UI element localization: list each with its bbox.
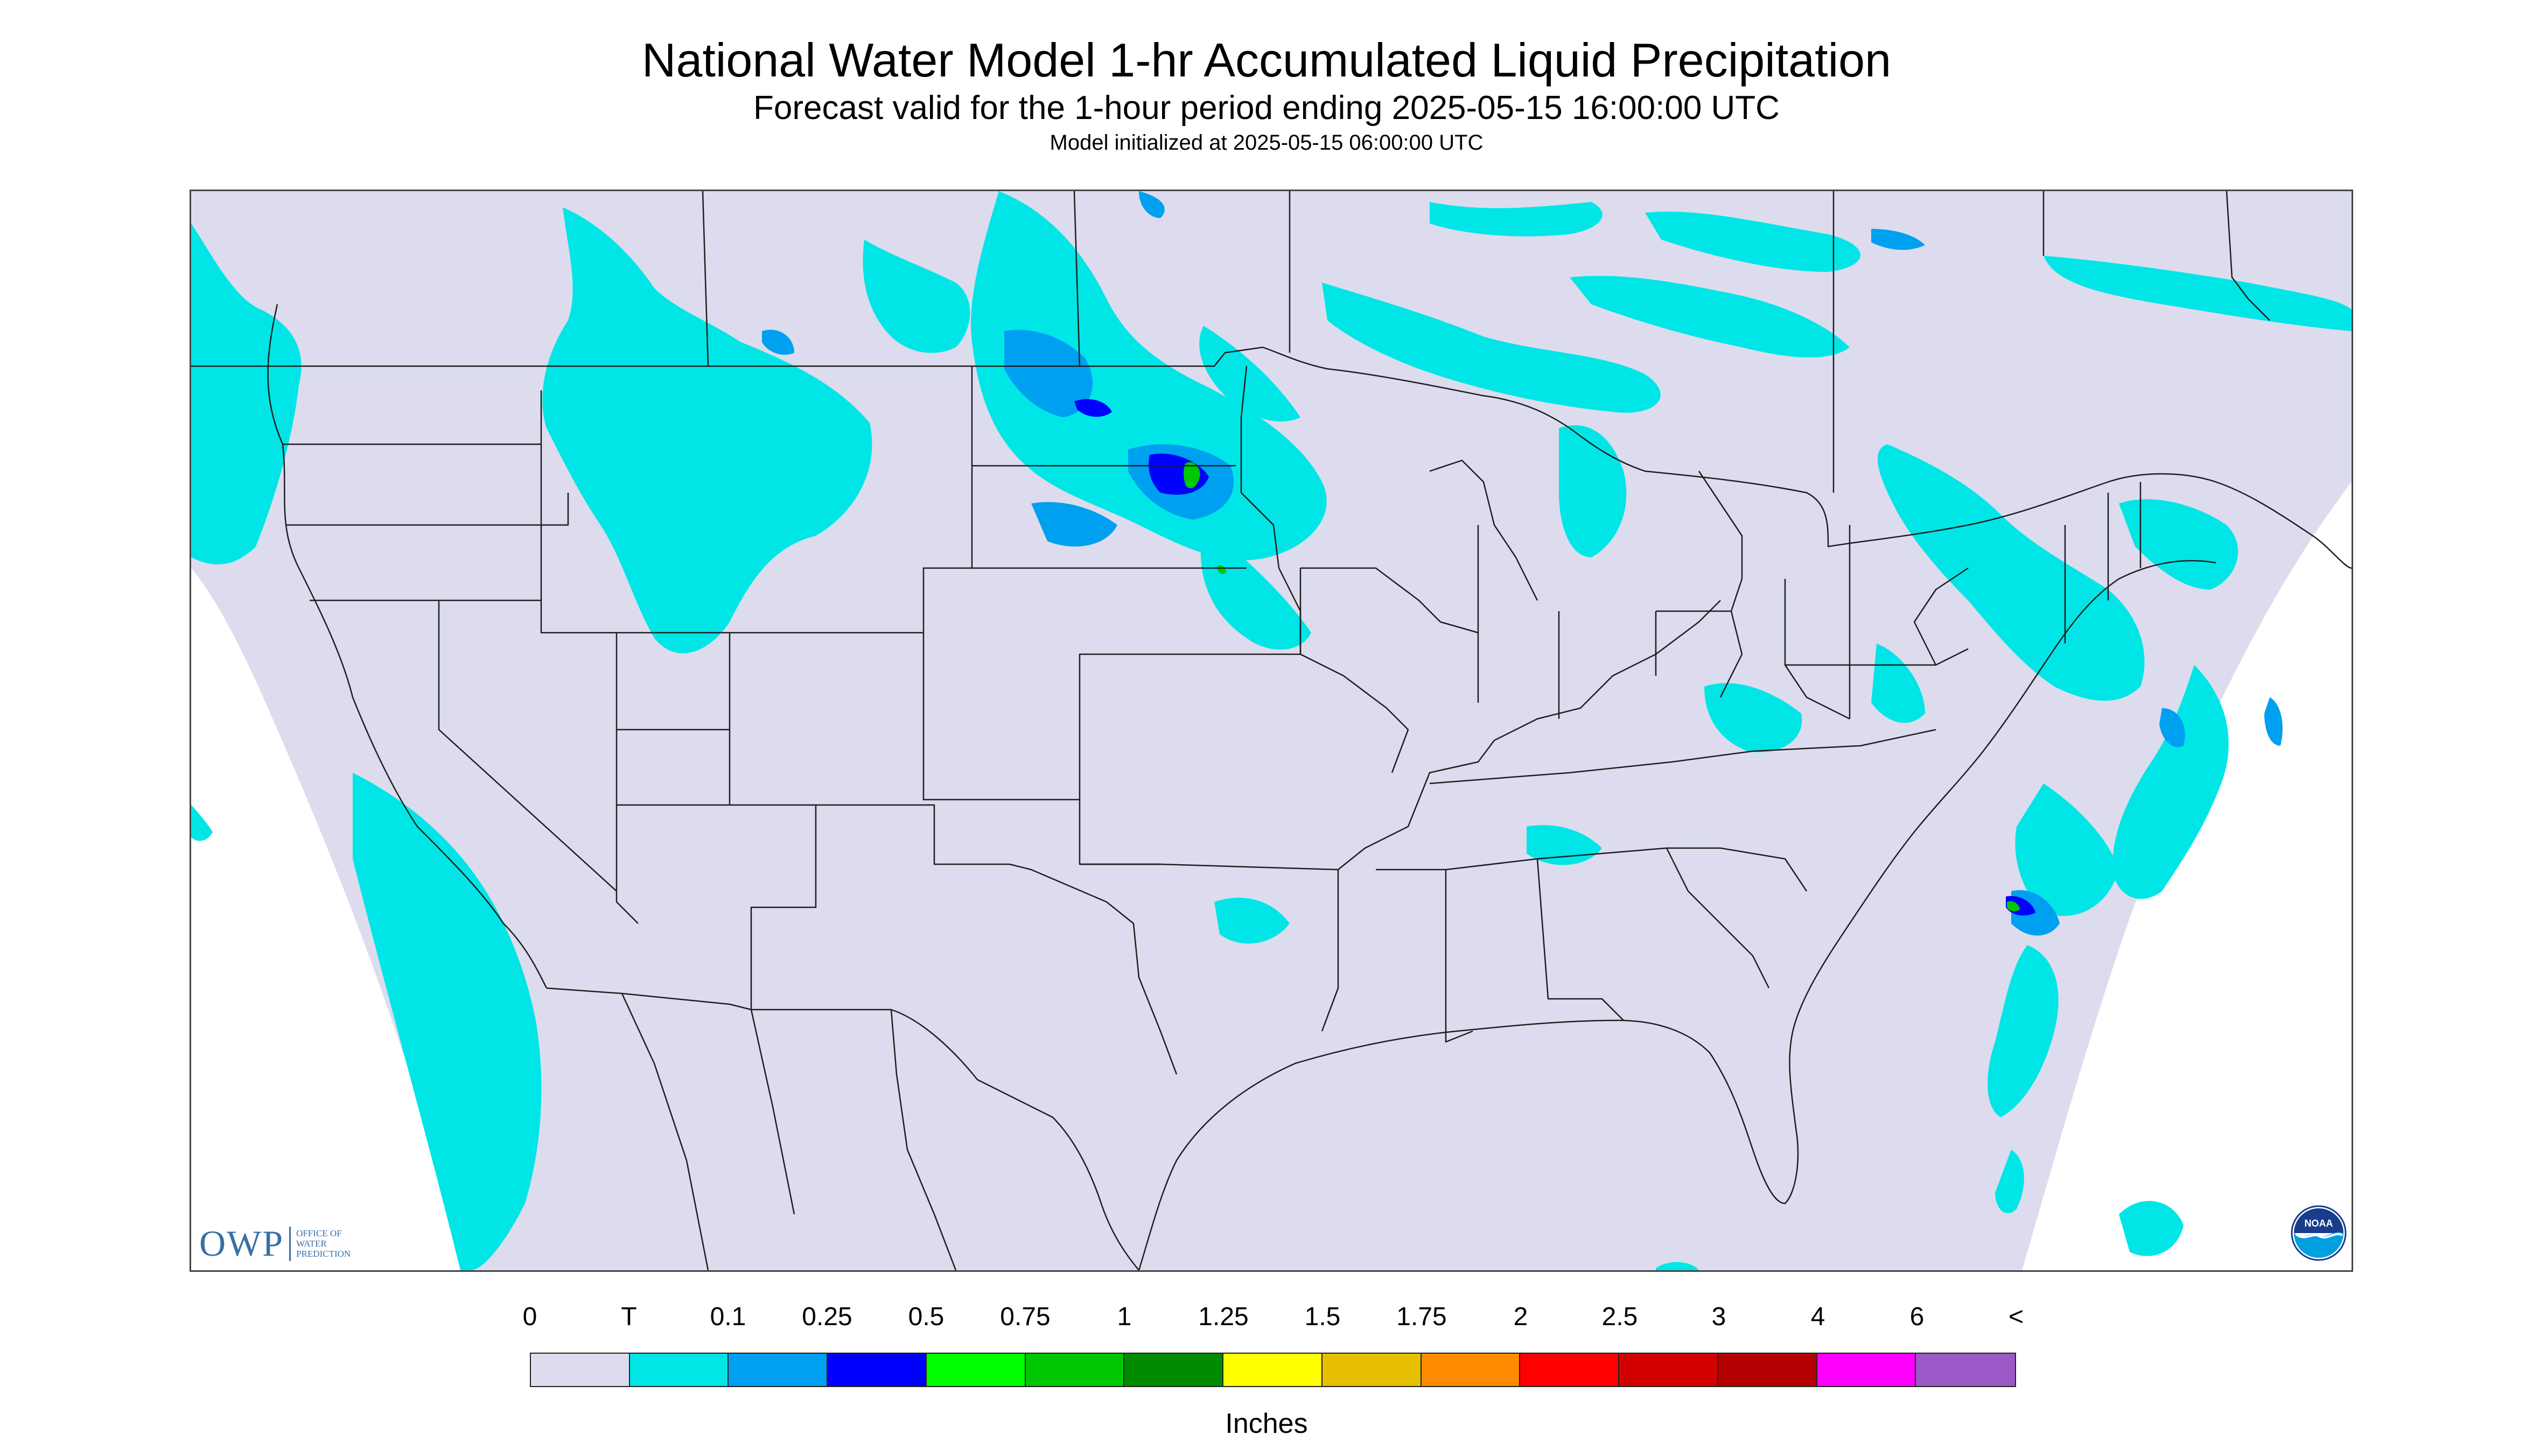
model-initialized-note: Model initialized at 2025-05-15 06:00:00… [1049, 131, 1484, 155]
legend-label: 0.75 [1000, 1303, 1051, 1331]
owp-line-1: OFFICE OF [296, 1228, 342, 1238]
legend-label: 3 [1711, 1303, 1726, 1331]
owp-line-3: PREDICTION [296, 1249, 351, 1259]
legend-label: 1 [1117, 1303, 1132, 1331]
precipitation-legend: 0 T 0.1 0.25 0.5 0.75 1 1.25 1.5 1.75 2 2.5 3 4 6 < [523, 1302, 2024, 1387]
owp-logo: OWP OFFICE OF WATER PREDICTION [199, 1222, 351, 1265]
legend-label: 0.1 [710, 1303, 746, 1331]
noaa-logo-text: NOAA [2305, 1218, 2333, 1229]
legend-swatch [1817, 1354, 1916, 1386]
legend-swatch [729, 1354, 828, 1386]
owp-line-2: WATER [296, 1238, 327, 1249]
legend-units-label: Inches [1225, 1408, 1308, 1439]
legend-swatch [1916, 1354, 2016, 1386]
legend-swatch [1718, 1354, 1817, 1386]
owp-logo-mark: OWP [199, 1223, 284, 1264]
map-boundaries [191, 191, 2352, 1270]
legend-swatch [828, 1354, 927, 1386]
owp-logo-text: OFFICE OF WATER PREDICTION [296, 1228, 351, 1259]
owp-logo-divider [289, 1226, 291, 1261]
title-block: National Water Model 1-hr Accumulated Li… [0, 32, 2533, 157]
legend-label: 1.75 [1396, 1303, 1447, 1331]
legend-label: 1.5 [1304, 1303, 1341, 1331]
legend-swatch [1025, 1354, 1125, 1386]
legend-label: 0.25 [802, 1303, 852, 1331]
legend-label: T [621, 1303, 637, 1331]
legend-label: 2.5 [1601, 1303, 1638, 1331]
legend-swatch [1421, 1354, 1521, 1386]
legend-label: 1.25 [1198, 1303, 1249, 1331]
legend-swatch [1124, 1354, 1224, 1386]
legend-label: 0 [522, 1303, 537, 1331]
legend-label: < [2008, 1303, 2024, 1331]
legend-colorbar [530, 1353, 2016, 1387]
legend-swatch [1322, 1354, 1422, 1386]
legend-labels: 0 T 0.1 0.25 0.5 0.75 1 1.25 1.5 1.75 2 2.5 3 4 6 < [523, 1302, 2024, 1336]
legend-swatch [629, 1354, 729, 1386]
legend-label: 4 [1810, 1303, 1825, 1331]
precip-trace-areas [191, 191, 2352, 1270]
legend-swatch [1223, 1354, 1323, 1386]
forecast-valid-subtitle: Forecast valid for the 1-hour period end… [753, 89, 1780, 127]
legend-swatch [531, 1354, 630, 1386]
legend-swatch [1520, 1354, 1620, 1386]
map-title: National Water Model 1-hr Accumulated Li… [641, 33, 1892, 87]
legend-label: 0.5 [908, 1303, 944, 1331]
legend-swatch [1619, 1354, 1718, 1386]
legend-label: 6 [1909, 1303, 1925, 1331]
map-canvas [191, 191, 2352, 1270]
precipitation-map [190, 190, 2353, 1272]
noaa-logo: NOAA [2291, 1205, 2347, 1261]
legend-label: 2 [1513, 1303, 1528, 1331]
legend-swatch [926, 1354, 1026, 1386]
